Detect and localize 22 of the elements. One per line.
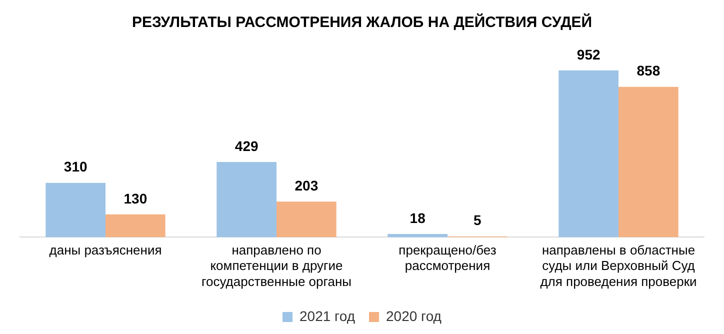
data-label: 310 (64, 158, 88, 175)
x-tick-label: даны разъяснения (49, 242, 162, 258)
data-label: 203 (294, 177, 318, 194)
legend-label: 2021 год (300, 308, 356, 324)
chart-title: РЕЗУЛЬТАТЫ РАССМОТРЕНИЯ ЖАЛОБ НА ДЕЙСТВИЯ СУДЕЙ (132, 13, 592, 32)
bar (106, 214, 166, 238)
x-tick-label: направлены в областные суды или Верховный Суд для проведения проверки (540, 242, 697, 289)
legend-label: 2020 год (386, 308, 442, 324)
bar (558, 70, 618, 238)
bar (216, 162, 276, 238)
data-label: 952 (576, 46, 600, 62)
data-label: 858 (636, 62, 660, 79)
data-label: 130 (124, 190, 148, 206)
bar (388, 234, 448, 238)
bar (618, 86, 678, 238)
data-label: 429 (234, 138, 258, 154)
bar (276, 202, 336, 238)
data-label: 18 (410, 210, 426, 226)
x-tick-label: прекращено/без рассмотрения (398, 242, 496, 274)
x-tick-label: направлено по компетенции в другие государственные органы (202, 242, 352, 289)
bar (46, 182, 106, 238)
data-label: 5 (474, 212, 482, 228)
